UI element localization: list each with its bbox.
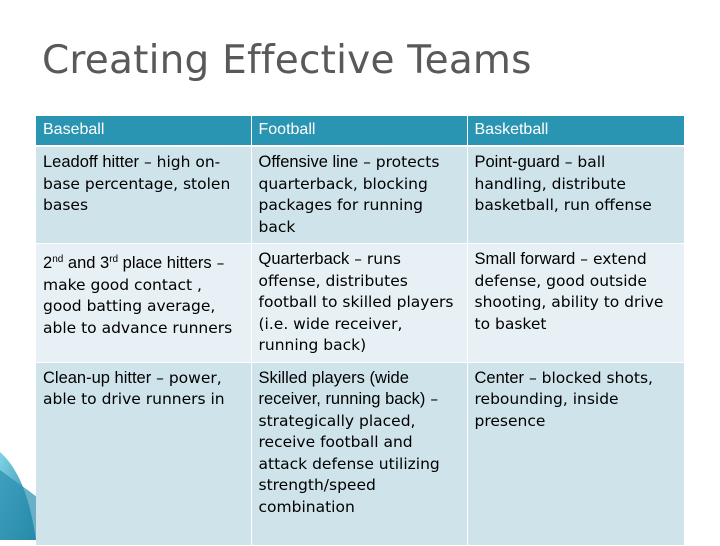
table-cell: Point-guard – ball handling, distribute … (467, 146, 685, 244)
slide-title: Creating Effective Teams (42, 38, 532, 83)
role-name-part: and 3 (63, 254, 110, 273)
corner-wave-shape (0, 452, 36, 540)
table-cell: Clean-up hitter – power, able to drive r… (36, 362, 252, 546)
role-description: – extend defense, good outside shooting,… (474, 250, 664, 333)
table-cell: Leadoff hitter – high on-base percentage… (36, 146, 252, 244)
table-cell: Small forward – extend defense, good out… (467, 243, 685, 363)
role-description: – ball handling, distribute basketball, … (474, 153, 652, 214)
table-row: Leadoff hitter – high on-base percentage… (36, 146, 685, 244)
sports-comparison-table: Baseball Football Basketball Leadoff hit… (36, 116, 685, 546)
role-description: – blocked shots, rebounding, inside pres… (474, 368, 653, 430)
table-row: Clean-up hitter – power, able to drive r… (36, 362, 685, 546)
role-name: Small forward (474, 250, 576, 268)
role-name: Point-guard (474, 153, 560, 171)
table-cell: Skilled players (wide receiver, running … (251, 362, 468, 546)
role-ordinal-suffix: rd (109, 254, 119, 265)
role-description: – power, able to drive runners in (43, 368, 225, 409)
role-description: – high on-base percentage, stolen bases (43, 153, 231, 214)
role-description: – runs offense, distributes football to … (258, 250, 454, 354)
role-name: Center (474, 368, 525, 387)
role-name-part: 2 (43, 254, 53, 273)
role-name: Skilled players (wide receiver, running … (258, 368, 426, 409)
role-name: Clean-up hitter (43, 368, 152, 387)
table-row: 2nd and 3rd place hitters – make good co… (36, 243, 685, 363)
role-name: Quarterback (258, 250, 350, 268)
role-description: – make good contact , good batting avera… (43, 254, 233, 337)
role-description: – protects quarterback, blocking package… (258, 153, 440, 236)
role-description: – strategically placed, receive football… (258, 390, 440, 516)
table-cell: Quarterback – runs offense, distributes … (251, 243, 468, 363)
table-cell: 2nd and 3rd place hitters – make good co… (36, 243, 252, 363)
role-name: Leadoff hitter (43, 153, 140, 171)
header-baseball: Baseball (36, 116, 252, 147)
role-name: Offensive line (258, 153, 359, 171)
table-header-row: Baseball Football Basketball (36, 116, 685, 147)
role-name-part: place hitters (118, 254, 212, 273)
role-ordinal-suffix: nd (52, 254, 64, 265)
header-football: Football (251, 116, 468, 147)
table-cell: Center – blocked shots, rebounding, insi… (467, 362, 685, 546)
table-cell: Offensive line – protects quarterback, b… (251, 146, 468, 244)
header-basketball: Basketball (467, 116, 685, 147)
